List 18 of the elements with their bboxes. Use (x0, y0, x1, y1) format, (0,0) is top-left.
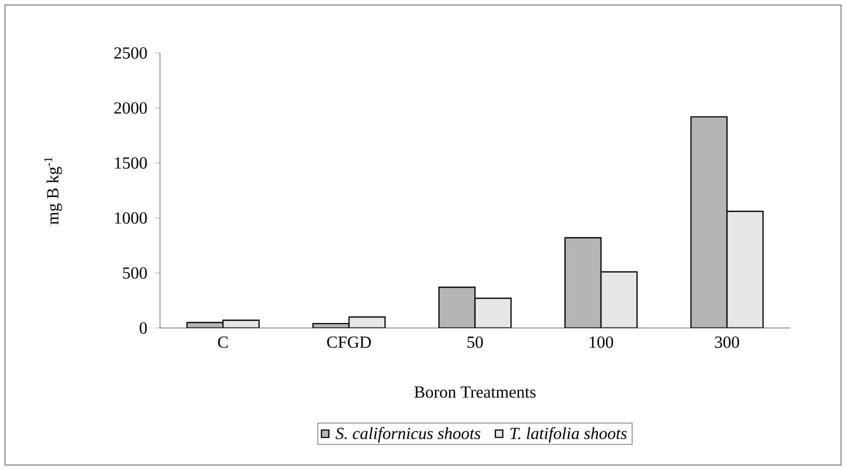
x-axis-title: Boron Treatments (414, 386, 536, 398)
y-tick-label: 0 (140, 322, 147, 334)
x-tick-label: 300 (715, 336, 740, 348)
x-tick-label: CFGD (327, 336, 371, 348)
bar (600, 271, 638, 328)
y-axis-title: mg B kg$^{-1}$ (44, 157, 62, 224)
y-tick-label: 1500 (115, 157, 147, 169)
legend-label: T. latifolia shoots (510, 427, 627, 443)
x-tick-label: C (218, 336, 228, 348)
x-tick-label: 100 (590, 336, 614, 348)
y-tick-label: 2000 (114, 102, 147, 114)
x-tick-label: 50 (468, 336, 483, 348)
bar (726, 210, 764, 328)
y-tick-label: 2500 (114, 47, 147, 59)
y-tick-label: 1000 (115, 212, 147, 224)
y-tick-label: 500 (123, 267, 147, 279)
legend-label: S. californicus shoots (336, 427, 480, 443)
bar (474, 298, 512, 328)
